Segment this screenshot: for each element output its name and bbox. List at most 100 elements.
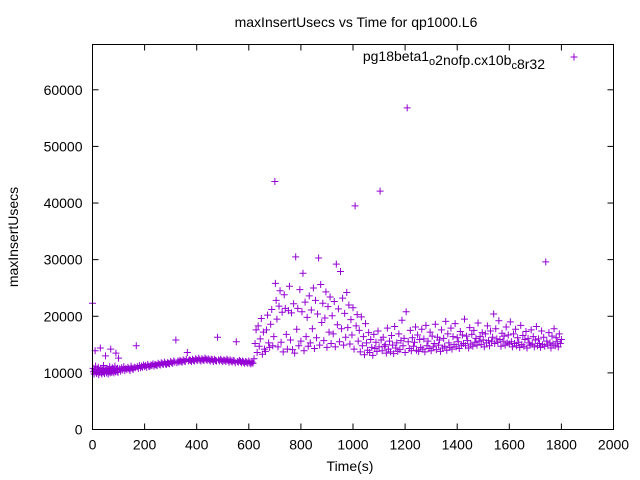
data-point: [251, 339, 259, 347]
data-point: [252, 326, 260, 334]
data-point: [541, 342, 549, 350]
data-point: [300, 347, 308, 355]
data-point: [297, 337, 305, 345]
data-point: [327, 339, 335, 347]
data-point: [453, 334, 461, 342]
data-point: [468, 330, 476, 338]
data-point: [546, 339, 554, 347]
data-point: [345, 301, 353, 309]
data-point: [261, 347, 269, 355]
data-point: [484, 337, 492, 345]
data-point: [282, 330, 290, 338]
y-tick-label: 60000: [44, 82, 83, 98]
data-point: [324, 303, 332, 311]
data-point: [520, 342, 528, 350]
data-point: [418, 325, 426, 333]
data-point: [438, 326, 446, 334]
data-point: [359, 333, 367, 341]
data-point: [326, 293, 334, 301]
data-point: [268, 305, 276, 313]
data-point: [552, 334, 560, 342]
data-point: [342, 333, 350, 341]
data-point: [432, 346, 440, 354]
data-point: [463, 332, 471, 340]
x-tick-label: 200: [133, 437, 157, 453]
data-point: [321, 314, 329, 322]
data-point: [291, 349, 299, 357]
x-tick-label: 600: [237, 437, 261, 453]
data-point: [555, 330, 563, 338]
data-point: [347, 316, 355, 324]
data-point: [491, 339, 499, 347]
data-point: [434, 341, 442, 349]
data-point: [530, 343, 538, 351]
data-point: [346, 340, 354, 348]
data-point: [340, 341, 348, 349]
data-point: [480, 343, 488, 351]
x-tick-label: 2000: [598, 437, 629, 453]
data-point: [401, 349, 409, 356]
data-point: [547, 344, 555, 352]
data-point: [211, 356, 219, 364]
data-point: [502, 323, 510, 331]
data-point: [507, 338, 515, 346]
data-point: [309, 284, 317, 292]
data-point: [538, 327, 546, 335]
data-point: [96, 344, 104, 352]
data-point: [358, 342, 366, 350]
data-point: [408, 334, 416, 342]
data-point: [290, 300, 298, 308]
data-point: [277, 338, 285, 346]
data-point: [328, 312, 336, 320]
data-point: [285, 282, 293, 290]
data-point: [406, 326, 414, 334]
data-point: [275, 302, 283, 310]
data-point: [497, 342, 505, 350]
data-point: [402, 308, 410, 316]
data-point: [524, 334, 532, 342]
data-points: [89, 104, 565, 379]
data-point: [382, 349, 390, 357]
data-point: [274, 343, 282, 351]
data-point: [387, 348, 395, 356]
data-point: [388, 332, 396, 340]
data-point: [424, 337, 432, 345]
data-point: [316, 341, 324, 349]
data-point: [519, 332, 527, 340]
data-point: [390, 350, 398, 358]
data-point: [483, 322, 491, 330]
data-point: [230, 357, 238, 365]
data-point: [365, 329, 373, 337]
plot-frame: [92, 44, 614, 430]
data-point: [102, 352, 110, 360]
data-point: [351, 202, 359, 210]
y-tick-label: 20000: [44, 308, 83, 324]
data-point: [317, 281, 325, 289]
data-point: [115, 354, 123, 362]
data-point: [542, 258, 550, 266]
data-point: [407, 347, 415, 355]
data-point: [183, 349, 191, 356]
data-point: [352, 322, 360, 330]
y-tick-label: 50000: [44, 138, 83, 154]
data-point: [469, 342, 477, 350]
data-point: [336, 268, 344, 276]
data-point: [320, 337, 328, 345]
data-point: [332, 260, 340, 268]
data-point: [435, 336, 443, 344]
data-point: [488, 338, 496, 346]
data-point: [412, 323, 420, 331]
data-point: [375, 343, 383, 351]
axis-ticks: 0 200 400 600 800 1000 1200 1400 1600 1800 2000010…: [44, 44, 629, 453]
data-point: [430, 339, 438, 347]
data-point: [270, 333, 278, 341]
data-point: [367, 335, 375, 343]
data-point: [493, 335, 501, 343]
data-point: [107, 345, 115, 353]
data-point: [319, 299, 327, 307]
data-point: [373, 347, 381, 355]
data-point: [378, 347, 386, 355]
y-axis-label: maxInsertUsecs: [5, 187, 21, 287]
data-point: [449, 333, 457, 341]
